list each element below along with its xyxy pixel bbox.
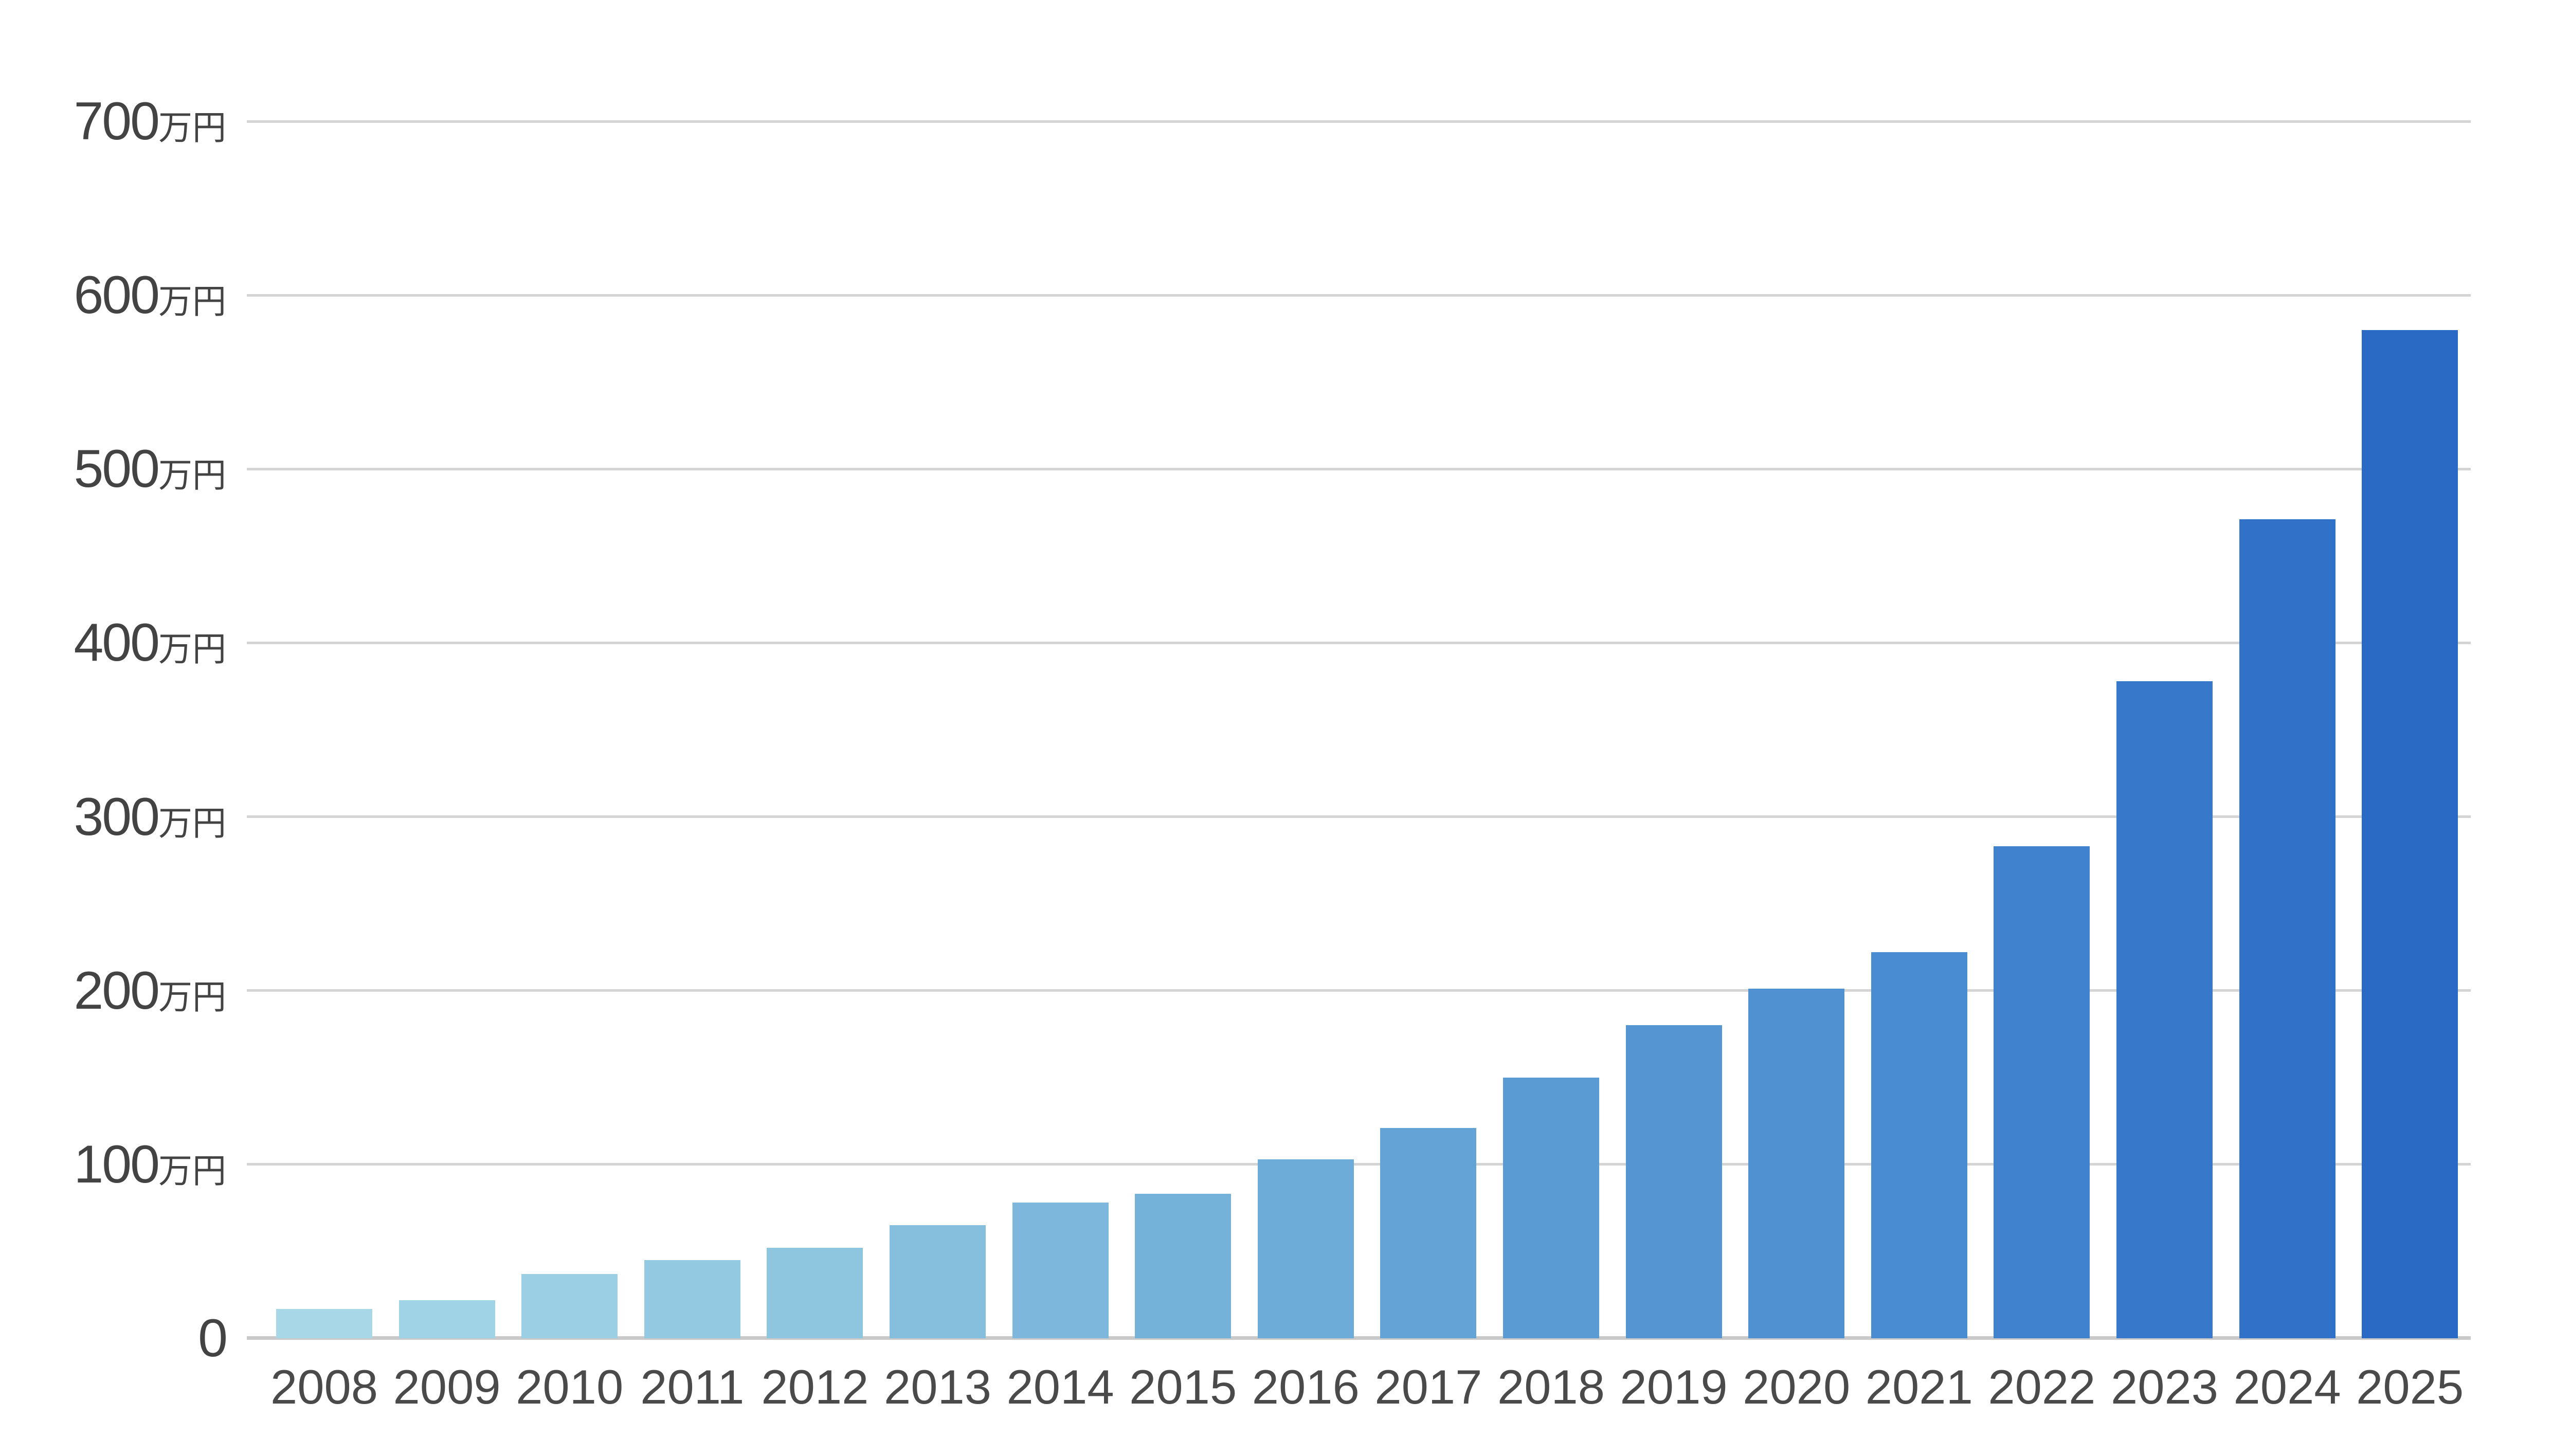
bar-2018 xyxy=(1503,1077,1599,1338)
bar-2015 xyxy=(1135,1194,1232,1338)
x-tick-label-2025: 2025 xyxy=(2356,1360,2464,1414)
bar-2013 xyxy=(890,1225,986,1338)
plot-area xyxy=(247,120,2471,1340)
y-tick-unit-suffix: 万円 xyxy=(158,630,226,668)
x-tick-label-2023: 2023 xyxy=(2110,1360,2219,1414)
y-tick-number: 0 xyxy=(198,1308,228,1368)
x-tick-label-2016: 2016 xyxy=(1252,1360,1360,1414)
y-tick-label-300: 300万円 xyxy=(0,781,226,853)
x-tick-label-2021: 2021 xyxy=(1865,1360,1973,1414)
gridline-600 xyxy=(247,294,2471,297)
y-tick-unit-suffix: 万円 xyxy=(158,977,226,1016)
y-tick-label-500: 500万円 xyxy=(0,433,226,505)
bar-2025 xyxy=(2362,330,2458,1338)
bar-2012 xyxy=(767,1248,863,1338)
y-tick-number: 600 xyxy=(74,265,160,325)
y-tick-number: 400 xyxy=(74,613,160,673)
bar-2008 xyxy=(276,1308,372,1338)
bar-2014 xyxy=(1012,1203,1109,1338)
y-tick-number: 500 xyxy=(74,439,160,499)
y-tick-label-0: 0 xyxy=(0,1302,228,1374)
gridline-500 xyxy=(247,467,2471,470)
gridline-200 xyxy=(247,989,2471,992)
bar-2016 xyxy=(1257,1159,1354,1338)
x-tick-label-2022: 2022 xyxy=(1988,1360,2096,1414)
gridline-100 xyxy=(247,1163,2471,1166)
x-tick-label-2015: 2015 xyxy=(1129,1360,1237,1414)
y-tick-number: 300 xyxy=(74,787,160,847)
y-tick-label-100: 100万円 xyxy=(0,1129,226,1200)
bar-2011 xyxy=(644,1260,740,1338)
y-tick-unit-suffix: 万円 xyxy=(158,456,226,495)
x-tick-label-2012: 2012 xyxy=(761,1360,869,1414)
x-tick-label-2018: 2018 xyxy=(1497,1360,1605,1414)
y-tick-label-700: 700万円 xyxy=(0,85,226,157)
y-tick-number: 700 xyxy=(74,92,160,151)
bar-2010 xyxy=(521,1273,618,1338)
bar-2021 xyxy=(1871,952,1967,1338)
y-tick-unit-suffix: 万円 xyxy=(158,282,226,321)
x-axis-line xyxy=(247,1336,2471,1340)
x-tick-label-2024: 2024 xyxy=(2233,1360,2341,1414)
bar-2019 xyxy=(1625,1025,1722,1338)
gridline-400 xyxy=(247,641,2471,644)
y-tick-number: 100 xyxy=(74,1134,160,1194)
y-tick-unit-suffix: 万円 xyxy=(158,804,226,842)
x-tick-label-2008: 2008 xyxy=(270,1360,378,1414)
bar-2020 xyxy=(1748,989,1845,1338)
x-tick-label-2013: 2013 xyxy=(883,1360,992,1414)
x-tick-label-2014: 2014 xyxy=(1006,1360,1114,1414)
y-tick-unit-suffix: 万円 xyxy=(158,1151,226,1190)
x-tick-label-2011: 2011 xyxy=(640,1360,745,1414)
x-tick-label-2017: 2017 xyxy=(1374,1360,1482,1414)
gridline-700 xyxy=(247,120,2471,123)
bar-2009 xyxy=(399,1300,495,1338)
y-tick-label-200: 200万円 xyxy=(0,955,226,1027)
x-tick-label-2009: 2009 xyxy=(393,1360,501,1414)
y-tick-label-400: 400万円 xyxy=(0,607,226,679)
y-tick-number: 200 xyxy=(74,960,160,1021)
bar-2024 xyxy=(2239,519,2335,1338)
x-tick-label-2019: 2019 xyxy=(1620,1360,1728,1414)
bar-2023 xyxy=(2116,681,2213,1338)
bar-2022 xyxy=(1994,846,2090,1338)
y-tick-unit-suffix: 万円 xyxy=(158,108,226,147)
bar-2017 xyxy=(1380,1127,1477,1338)
y-tick-label-600: 600万円 xyxy=(0,259,226,331)
x-tick-label-2010: 2010 xyxy=(516,1360,624,1414)
gridline-300 xyxy=(247,815,2471,818)
x-tick-label-2020: 2020 xyxy=(1743,1360,1851,1414)
